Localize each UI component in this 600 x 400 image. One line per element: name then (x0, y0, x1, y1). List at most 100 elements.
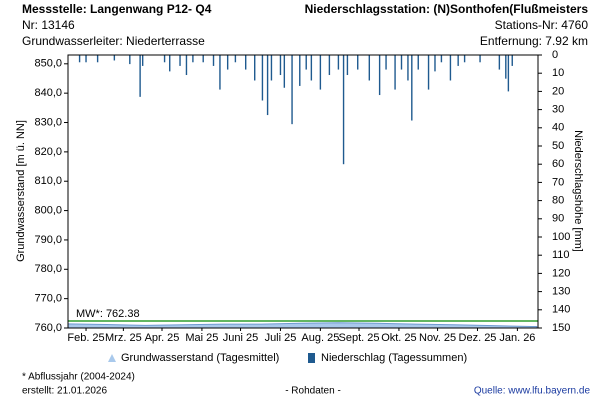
precip-bar (346, 55, 349, 76)
x-tick-label: Feb. 25 (67, 332, 104, 344)
precip-bar (427, 55, 430, 90)
precip-bar (449, 55, 452, 81)
precip-bar (463, 55, 466, 63)
y-tick-label: 840,0 (34, 87, 62, 99)
y2-tick-label: 90 (552, 213, 564, 225)
precip-bar (96, 55, 99, 63)
legend-swatch (108, 354, 116, 362)
y2-tick-label: 100 (552, 231, 570, 243)
y2-tick-label: 80 (552, 195, 564, 207)
y2-tick-label: 20 (552, 85, 564, 97)
precip-bar (457, 55, 459, 66)
station-number: Nr: 13146 (22, 18, 75, 32)
precip-bar (270, 55, 273, 81)
y-tick-label: 780,0 (34, 263, 62, 275)
x-tick-label: Juni 25 (223, 332, 258, 344)
precip-bar (394, 55, 396, 90)
precip-bar (368, 55, 371, 81)
precip-bar (407, 55, 409, 81)
groundwater-area (67, 322, 538, 329)
x-tick-label: Sept. 25 (339, 332, 380, 344)
precip-bar (385, 55, 387, 70)
distance: Entfernung: 7.92 km (480, 34, 588, 48)
precip-bar (234, 55, 237, 63)
precip-bar (400, 55, 403, 70)
y2-tick-label: 60 (552, 158, 564, 170)
y2-tick-label: 10 (552, 67, 564, 79)
x-tick-label: Okt. 25 (381, 332, 416, 344)
precip-bar (212, 55, 215, 66)
x-tick-label: Apr. 25 (145, 332, 180, 344)
y-tick-label: 810,0 (34, 175, 62, 187)
y2-tick-label: 110 (552, 249, 570, 261)
mean-label: MW*: 762.38 (76, 308, 140, 320)
y-tick-label: 850,0 (34, 58, 62, 70)
precip-bar (498, 55, 501, 70)
precip-bar (139, 55, 141, 97)
y-axis-label: Grundwasserstand [m ü. NN] (15, 120, 27, 262)
precip-bar (202, 55, 204, 63)
precip-bar (417, 55, 419, 70)
precip-bar (169, 55, 171, 72)
precip-bar (505, 55, 507, 79)
y2-tick-label: 30 (552, 104, 564, 116)
precip-bar (78, 55, 81, 63)
precip-bar (310, 55, 313, 81)
y-tick-label: 790,0 (34, 234, 62, 246)
x-tick-label: Mrz. 25 (105, 332, 142, 344)
precip-bar (479, 55, 481, 63)
y-tick-label: 760,0 (34, 322, 62, 334)
y2-tick-label: 70 (552, 176, 564, 188)
created: erstellt: 21.01.2026 (22, 386, 107, 397)
y-tick-label: 820,0 (34, 146, 62, 158)
precip-bar (266, 55, 269, 116)
y2-tick-label: 120 (552, 267, 570, 279)
precip-bar (378, 55, 381, 96)
y2-tick-label: 40 (552, 122, 564, 134)
y-tick-label: 830,0 (34, 116, 62, 128)
precip-bar (507, 55, 510, 92)
x-tick-label: Nov. 25 (419, 332, 456, 344)
precip-bar (337, 55, 340, 70)
precip-bar (219, 55, 221, 90)
precip-bar (434, 55, 436, 72)
legend-label: Niederschlag (Tagessummen) (321, 352, 467, 364)
precip-bar (342, 55, 345, 165)
x-tick-label: Mai 25 (185, 332, 218, 344)
legend-label: Grundwasserstand (Tagesmittel) (121, 352, 279, 364)
x-tick-label: Juli 25 (265, 332, 297, 344)
precip-bar (179, 55, 181, 66)
y2-tick-label: 0 (552, 49, 558, 61)
precip-bar (244, 55, 247, 70)
precip-bar (299, 55, 301, 86)
precip-bar (254, 55, 256, 81)
y2-axis-label: Niederschlagshöhe [mm] (572, 130, 584, 252)
precip-bar (113, 55, 116, 61)
precip-bar (511, 55, 513, 66)
precip-bar (279, 55, 282, 76)
precip-bar (141, 55, 144, 66)
y2-tick-label: 150 (552, 322, 570, 334)
precip-bar (319, 55, 322, 90)
precip-bar (328, 55, 331, 76)
x-tick-label: Aug. 25 (301, 332, 339, 344)
x-tick-label: Jan. 26 (499, 332, 535, 344)
rain-station: Niederschlagsstation: (N)Sonthofen(Flußm… (305, 2, 589, 16)
y-tick-label: 770,0 (34, 293, 62, 305)
precip-bar (163, 55, 166, 63)
precip-bar (129, 55, 131, 65)
plot-frame (67, 54, 539, 329)
source: Quelle: www.lfu.bayern.de (474, 386, 591, 397)
precip-bar (85, 55, 87, 63)
y-tick-label: 800,0 (34, 204, 62, 216)
precip-bar (226, 55, 229, 70)
precip-bar (305, 55, 307, 70)
precip-bar (440, 55, 443, 63)
precip-bar (192, 55, 194, 63)
x-tick-label: Dez. 25 (459, 332, 497, 344)
raw-data: - Rohdaten - (285, 386, 341, 397)
legend-swatch (308, 353, 315, 363)
y2-tick-label: 140 (552, 304, 570, 316)
precip-bar (357, 55, 359, 70)
